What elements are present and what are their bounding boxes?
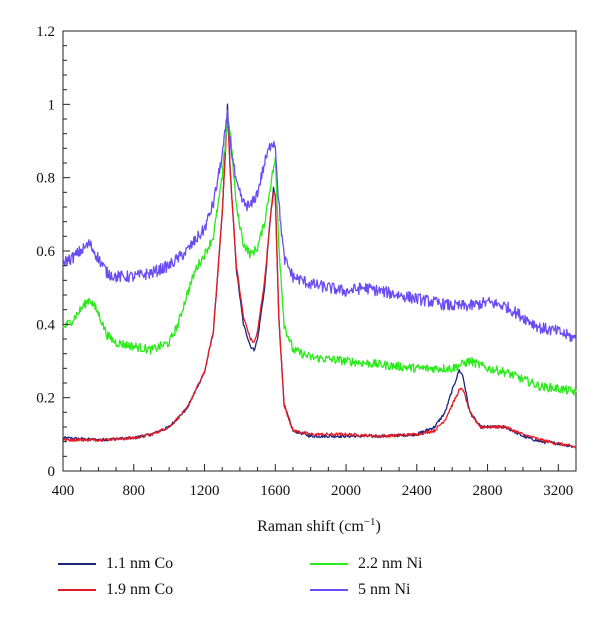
series-line-1-9-nm-co [62, 111, 577, 449]
x-tick-label: 1600 [260, 483, 290, 499]
axis-layer: 0 0.2 0.4 0.6 0.8 1 1.2 400 800 1200 1600 2000 2400 2… [36, 24, 577, 499]
legend-swatch [58, 563, 96, 565]
y-tick-label: 1 [48, 97, 56, 113]
y-tick-label: 0.2 [36, 391, 55, 407]
legend-swatch [310, 589, 348, 591]
x-axis-label: Raman shift (cm−1) [257, 516, 381, 535]
series-line-5-nm-ni [62, 109, 577, 343]
legend-label: 1.1 nm Co [106, 555, 174, 572]
x-tick-label: 2000 [331, 483, 361, 499]
legend-item-1-1nm-co: 1.1 nm Co [58, 554, 173, 574]
legend-label: 2.2 nm Ni [358, 555, 423, 572]
x-tick-label: 3200 [543, 483, 573, 499]
x-tick-label: 2400 [402, 483, 432, 499]
y-tick-label: 0 [48, 464, 56, 480]
series-line-2-2-nm-ni [62, 119, 577, 396]
x-tick-label: 2800 [473, 483, 503, 499]
y-tick-label: 0.6 [36, 244, 55, 260]
y-tick-label: 1.2 [36, 24, 55, 40]
legend-item-5nm-ni: 5 nm Ni [310, 580, 410, 600]
plot-frame [62, 30, 577, 472]
legend: 1.1 nm Co 1.9 nm Co 2.2 nm Ni 5 nm Ni [58, 554, 498, 606]
legend-label: 5 nm Ni [358, 581, 411, 598]
x-tick-label: 800 [123, 483, 146, 499]
x-tick-label: 1200 [190, 483, 220, 499]
legend-swatch [58, 589, 96, 591]
legend-item-1-9nm-co: 1.9 nm Co [58, 580, 173, 600]
series-layer [62, 103, 577, 449]
legend-item-2-2nm-ni: 2.2 nm Ni [310, 554, 422, 574]
x-tick-label: 400 [52, 483, 75, 499]
legend-label: 1.9 nm Co [106, 581, 174, 598]
legend-swatch [310, 563, 348, 565]
y-tick-label: 0.4 [36, 317, 55, 333]
y-tick-label: 0.8 [36, 171, 55, 187]
